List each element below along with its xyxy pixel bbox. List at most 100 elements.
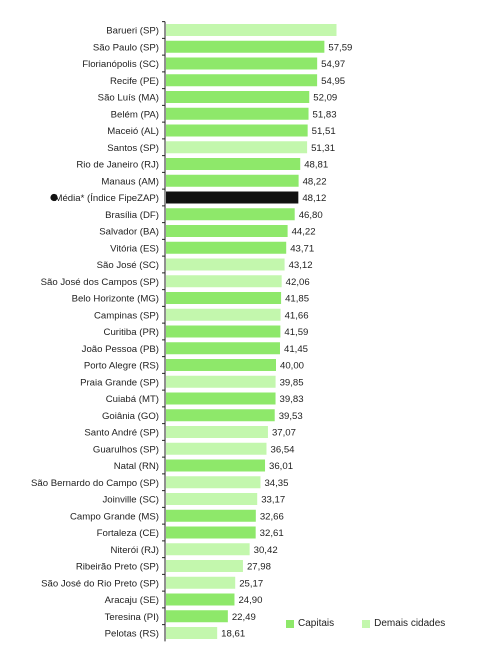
- category-label: Maceió (AL): [107, 126, 159, 137]
- bar: [166, 459, 266, 472]
- category-label: Campinas (SP): [94, 310, 159, 321]
- value-label: 24,90: [238, 595, 262, 606]
- category-label: Vitória (ES): [110, 243, 159, 254]
- legend-label-demais: Demais cidades: [374, 618, 446, 629]
- value-label: 22,49: [232, 612, 256, 623]
- category-label: Florianópolis (SC): [82, 59, 159, 70]
- bar: [166, 593, 235, 606]
- value-label: 52,09: [313, 93, 337, 104]
- value-label: 41,85: [285, 294, 309, 305]
- bar: [166, 258, 285, 271]
- category-label: Aracaju (SE): [105, 595, 159, 606]
- bar: [166, 74, 318, 87]
- bar: [166, 476, 261, 489]
- category-label: São José (SC): [97, 260, 159, 271]
- legend-swatch-capitais: [286, 619, 294, 628]
- category-label: Campo Grande (MS): [70, 511, 159, 522]
- value-label: 42,06: [286, 277, 310, 288]
- bar: [166, 174, 299, 187]
- value-label: 48,81: [304, 160, 328, 171]
- legend-item-capitais: Capitais: [286, 618, 334, 629]
- value-label: 27,98: [247, 562, 271, 573]
- category-label: Belém (PA): [111, 109, 159, 120]
- category-label: São José dos Campos (SP): [41, 277, 159, 288]
- category-label: Guarulhos (SP): [93, 444, 159, 455]
- category-label: Manaus (AM): [101, 176, 159, 187]
- bar: [166, 610, 228, 623]
- value-label: 37,07: [272, 428, 296, 439]
- category-labels: Barueri (SP) São Paulo (SP) Florianópolis …: [31, 26, 159, 640]
- value-label: 25,17: [239, 578, 263, 589]
- legend: Capitais Demais cidades: [286, 618, 445, 629]
- bar: [166, 392, 276, 405]
- value-label: 51,51: [312, 126, 336, 137]
- category-label: Teresina (PI): [105, 612, 159, 623]
- category-label: Goiânia (GO): [102, 411, 159, 422]
- category-label: Ribeirão Preto (SP): [76, 562, 159, 573]
- value-label: 48,22: [303, 176, 327, 187]
- category-label: Média* (Índice FipeZAP): [54, 193, 159, 204]
- value-label: 54,95: [321, 76, 345, 87]
- bar: [166, 141, 308, 154]
- bar: [166, 543, 250, 556]
- value-label: 36,54: [270, 444, 295, 455]
- bar: [166, 627, 218, 639]
- bar: [166, 107, 309, 120]
- value-label: 34,35: [264, 478, 288, 489]
- category-label: Salvador (BA): [99, 227, 159, 238]
- bar: [166, 442, 267, 455]
- value-label: 32,61: [260, 528, 284, 539]
- bar: [166, 57, 318, 70]
- value-labels: 57,59 54,97 54,95 52,09 51,83 51,51 51,31 48,81…: [221, 42, 352, 639]
- category-label: Fortaleza (CE): [97, 528, 159, 539]
- value-label: 51,83: [313, 109, 337, 120]
- category-label: Porto Alegre (RS): [84, 361, 159, 372]
- value-label: 33,17: [261, 495, 285, 506]
- bar: [166, 225, 288, 237]
- category-axis: [162, 21, 166, 642]
- bar: [166, 509, 256, 522]
- bar: [166, 342, 280, 355]
- value-label: 46,80: [299, 210, 323, 221]
- bar: [166, 191, 299, 204]
- value-label: 48,12: [302, 193, 326, 204]
- value-label: 40,00: [280, 361, 304, 372]
- category-label: Rio de Janeiro (RJ): [76, 160, 159, 171]
- average-marker: [50, 193, 58, 202]
- bar: [166, 24, 337, 36]
- value-label: 41,66: [285, 310, 309, 321]
- category-label: Joinville (SC): [102, 495, 159, 506]
- category-label: Recife (PE): [110, 76, 159, 87]
- value-label: 39,83: [280, 394, 304, 405]
- bar: [166, 426, 268, 438]
- category-label: Barueri (SP): [106, 26, 159, 37]
- value-label: 32,66: [260, 511, 284, 522]
- value-label: 51,31: [311, 143, 335, 154]
- category-label: Brasília (DF): [105, 210, 159, 221]
- legend-label-capitais: Capitais: [298, 618, 335, 629]
- bar: [166, 91, 310, 103]
- bar: [166, 208, 295, 221]
- category-label: São Paulo (SP): [93, 42, 159, 53]
- value-label: 43,12: [289, 260, 313, 271]
- category-label: Santos (SP): [107, 143, 159, 154]
- category-label: Belo Horizonte (MG): [72, 294, 159, 305]
- value-label: 39,53: [279, 411, 303, 422]
- bar: [166, 493, 258, 505]
- category-label: Natal (RN): [114, 461, 159, 472]
- category-label: Cuiabá (MT): [106, 394, 159, 405]
- bar: [166, 375, 276, 388]
- category-label: Praia Grande (SP): [80, 377, 159, 388]
- bar: [166, 308, 281, 321]
- bar: [166, 409, 275, 422]
- bar: [166, 359, 276, 371]
- category-label: Niterói (RJ): [110, 545, 159, 556]
- category-label: São Bernardo do Campo (SP): [31, 478, 159, 489]
- category-label: São José do Rio Preto (SP): [41, 578, 159, 589]
- legend-item-demais: Demais cidades: [362, 618, 445, 629]
- category-label: João Pessoa (PB): [82, 344, 159, 355]
- value-label: 54,97: [321, 59, 345, 70]
- bar: [166, 325, 281, 338]
- value-label: 18,61: [221, 629, 245, 640]
